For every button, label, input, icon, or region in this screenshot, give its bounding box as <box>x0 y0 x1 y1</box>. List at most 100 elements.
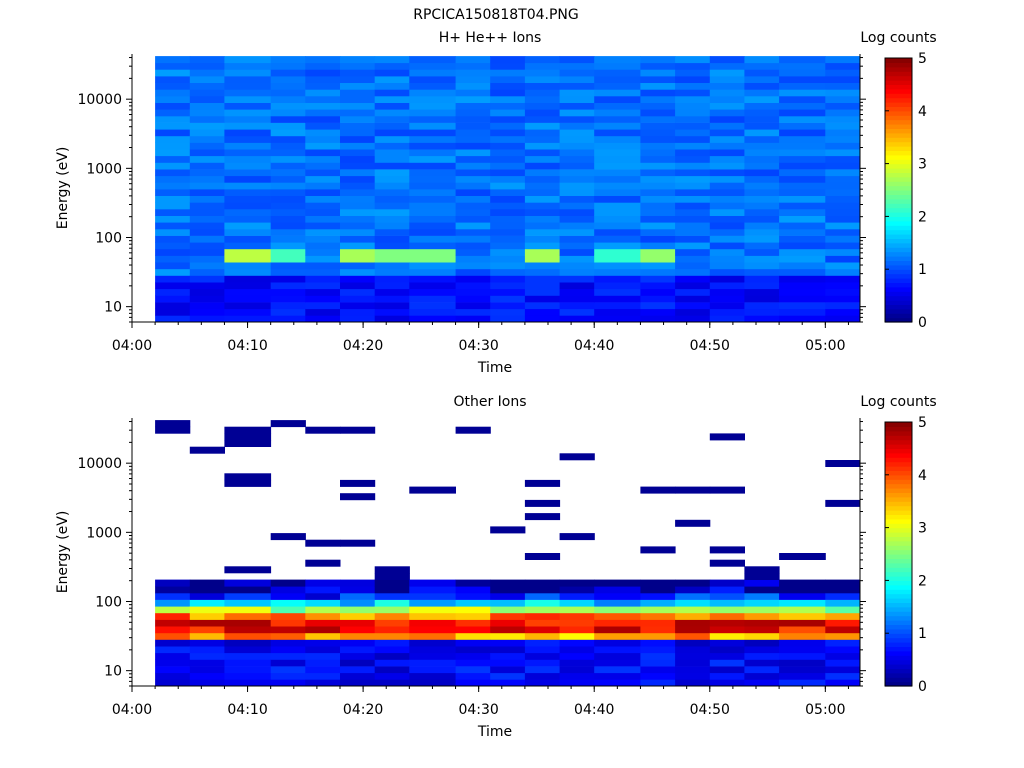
heatmap-cell <box>270 255 306 263</box>
colorbar-segment <box>885 598 912 603</box>
heatmap-cell <box>409 228 456 236</box>
colorbar-segment <box>885 80 912 85</box>
heatmap-cell <box>640 288 676 296</box>
heatmap-cell <box>524 513 561 521</box>
heatmap-cell <box>744 255 780 263</box>
heatmap-cell <box>559 202 595 210</box>
panel-1-title: H+ He++ Ions <box>439 30 542 46</box>
colorbar-segment <box>885 571 912 577</box>
x-tick-label: 04:40 <box>574 702 614 718</box>
heatmap-cell <box>559 209 595 216</box>
heatmap-cell <box>270 308 306 316</box>
colorbar-segment <box>885 615 912 621</box>
heatmap-cell <box>490 606 526 614</box>
colorbar-segment <box>885 589 912 595</box>
heatmap-cell <box>155 62 191 70</box>
heatmap-cell <box>744 76 780 83</box>
heatmap-cell <box>305 579 341 587</box>
heatmap-cell <box>270 275 306 283</box>
heatmap-cell <box>305 666 341 674</box>
heatmap-cell <box>224 479 272 487</box>
heatmap-cell <box>490 215 526 223</box>
heatmap-cell <box>559 115 595 123</box>
colorbar-segment <box>885 501 912 507</box>
heatmap-cell <box>675 149 711 157</box>
heatmap-cell <box>155 599 191 607</box>
colorbar-segment <box>885 470 912 476</box>
heatmap-cell <box>744 619 780 627</box>
heatmap-cell <box>340 222 376 230</box>
colorbar-segment <box>885 664 912 669</box>
heatmap-cell <box>490 646 526 654</box>
heatmap-cell <box>524 115 561 123</box>
heatmap-cell <box>490 209 526 216</box>
heatmap-cell <box>155 228 191 236</box>
heatmap-cell <box>270 202 306 210</box>
colorbar-segment <box>885 457 912 463</box>
heatmap-cell <box>594 76 641 83</box>
heatmap-cell <box>490 109 526 117</box>
heatmap-cell <box>594 672 641 680</box>
heatmap-cell <box>559 308 595 316</box>
heatmap-cell <box>709 626 745 634</box>
x-tick-label: 04:20 <box>343 338 383 354</box>
heatmap-cell <box>270 288 306 296</box>
heatmap-cell <box>340 302 376 310</box>
heatmap-cell <box>559 606 595 614</box>
heatmap-cell <box>409 175 456 183</box>
heatmap-cell <box>779 248 826 256</box>
colorbar-segment <box>885 115 912 121</box>
colorbar-segment <box>885 264 912 270</box>
heatmap-cell <box>559 639 595 647</box>
heatmap-cell <box>224 202 272 210</box>
heatmap-cell <box>189 295 225 303</box>
colorbar-segment <box>885 514 912 520</box>
heatmap-cell <box>524 76 561 83</box>
panel-2-heatmap <box>155 420 861 687</box>
heatmap-cell <box>455 209 491 216</box>
heatmap-cell <box>189 619 225 627</box>
colorbar-segment <box>885 602 912 608</box>
y-tick-label: 100 <box>95 230 122 246</box>
colorbar-segment <box>885 474 912 480</box>
heatmap-cell <box>340 235 376 243</box>
heatmap-cell <box>189 149 225 157</box>
heatmap-cell <box>189 586 225 594</box>
heatmap-cell <box>675 486 711 494</box>
heatmap-cell <box>189 69 225 77</box>
heatmap-cell <box>340 155 376 163</box>
heatmap-cell <box>594 89 641 97</box>
y-axis-label: Energy (eV) <box>55 147 71 230</box>
heatmap-cell <box>559 222 595 230</box>
heatmap-cell <box>675 592 711 600</box>
colorbar-segment <box>885 479 912 485</box>
heatmap-cell <box>155 149 191 157</box>
heatmap-cell <box>305 302 341 310</box>
heatmap-cell <box>709 295 745 303</box>
heatmap-cell <box>744 606 780 614</box>
heatmap-cell <box>455 149 491 157</box>
heatmap-cell <box>594 599 641 607</box>
heatmap-cell <box>374 228 410 236</box>
heatmap-cell <box>409 486 456 494</box>
heatmap-cell <box>675 599 711 607</box>
heatmap-cell <box>155 626 191 634</box>
y-tick-label: 100 <box>95 594 122 610</box>
heatmap-cell <box>640 606 676 614</box>
heatmap-cell <box>490 526 526 534</box>
heatmap-cell <box>270 222 306 230</box>
heatmap-cell <box>524 235 561 243</box>
heatmap-cell <box>189 162 225 170</box>
heatmap-cell <box>709 182 745 190</box>
heatmap-cell <box>374 155 410 163</box>
heatmap-cell <box>559 592 595 600</box>
heatmap-cell <box>779 235 826 243</box>
heatmap-cell <box>825 606 861 614</box>
heatmap-cell <box>779 195 826 203</box>
colorbar-tick-label: 3 <box>918 521 927 537</box>
heatmap-cell <box>224 76 272 83</box>
heatmap-cell <box>640 295 676 303</box>
colorbar-segment <box>885 527 912 533</box>
heatmap-cell <box>270 62 306 70</box>
heatmap-cell <box>524 579 561 587</box>
